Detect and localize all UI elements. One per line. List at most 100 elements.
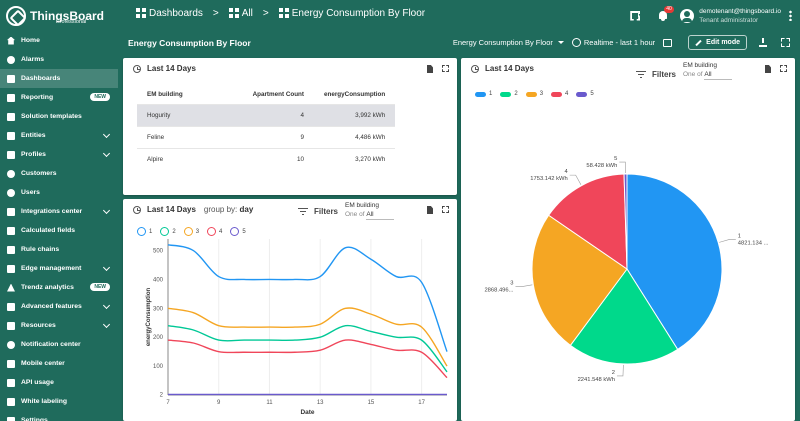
chevron-down-icon[interactable] [102,206,111,215]
y-tick-label: 2 [160,392,164,398]
state-select[interactable]: Energy Consumption By Floor [453,38,564,47]
pie-label-line [616,364,624,377]
clock-icon [471,64,479,73]
timewindow-select[interactable]: Realtime - last 1 hour [571,38,655,47]
sidebar-item-calculated-fields[interactable]: Calculated fields [0,221,118,240]
legend-item[interactable]: 4 [551,91,568,97]
image-export-icon[interactable] [663,38,673,47]
legend-label: 2 [172,228,176,235]
building-filter[interactable]: EM building One of All [683,61,733,80]
group-by[interactable]: group by: day [203,205,254,214]
pie-label-line [515,284,533,287]
new-badge: NEW [90,93,110,101]
pie-slice-value: 58.428 kWh [586,163,617,169]
legend-item[interactable]: 1 [475,91,492,97]
download-icon[interactable] [759,38,767,47]
sidebar-item-label: Edge management [21,265,82,272]
pie-slice-value: 2868.496... [484,288,513,294]
chart-legend: 1 2 3 4 5 [475,91,594,97]
series-line-3[interactable] [167,307,448,367]
x-tick-label: 9 [217,400,221,406]
sidebar-item-edge-management[interactable]: Edge management [0,259,118,278]
sidebar-item-reporting[interactable]: Reporting NEW [0,88,118,107]
sidebar-item-dashboards[interactable]: Dashboards [0,69,118,88]
series-line-2[interactable] [167,324,448,373]
data-table: EM building Apartment Count energyConsum… [137,86,396,170]
breadcrumb-all[interactable]: All [228,8,253,19]
sidebar-item-mobile-center[interactable]: Mobile center [0,354,118,373]
legend-swatch [576,91,588,97]
expand-icon[interactable] [442,65,449,72]
sidebar-item-profiles[interactable]: Profiles [0,145,118,164]
legend-swatch [525,91,537,97]
chart-legend: 1 2 3 4 5 [137,227,246,236]
export-file-icon[interactable] [427,65,433,73]
legend-swatch [137,227,146,236]
sidebar-item-white-labeling[interactable]: White labeling [0,392,118,411]
table-row[interactable]: Hogurity 4 3,992 kWh [137,103,396,126]
sidebar-item-solution-templates[interactable]: Solution templates [0,107,118,126]
pencil-icon [695,39,702,46]
legend-item[interactable]: 3 [525,91,543,97]
legend-item[interactable]: 4 [207,227,222,236]
sidebar-item-trendz-analytics[interactable]: Trendz analytics NEW [0,278,118,297]
logo[interactable]: ThingsBoard [6,4,104,28]
sidebar-item-users[interactable]: Users [0,183,118,202]
user-info[interactable]: demotenant@thingsboard.io Tenant adminis… [699,7,781,25]
line-chart-widget: Last 14 Days group by: day Filters EM bu… [123,199,457,421]
pie-slice-5[interactable] [623,173,628,270]
sidebar-item-integrations-center[interactable]: Integrations center [0,202,118,221]
chevron-down-icon[interactable] [102,320,111,329]
dashboard-toolbar: Energy Consumption By Floor Energy Consu… [118,31,800,54]
sidebar-item-customers[interactable]: Customers [0,164,118,183]
pie-slice-1[interactable] [626,173,723,351]
fullscreen-exit-icon[interactable] [781,38,790,47]
pie-slice-3[interactable] [531,214,628,347]
table-row[interactable]: Feline 9 4,486 kWh [137,125,396,148]
chevron-down-icon[interactable] [102,263,111,272]
sidebar-item-settings[interactable]: Settings [0,411,118,421]
legend-item[interactable]: 1 [137,227,152,236]
sidebar-item-api-usage[interactable]: API usage [0,373,118,392]
breadcrumb-dashboards[interactable]: Dashboards [136,8,203,19]
series-line-4[interactable] [167,339,448,379]
column-header[interactable]: energyConsumption [324,91,386,99]
sidebar-item-resources[interactable]: Resources [0,316,118,335]
column-header[interactable]: EM building [147,91,183,99]
sidebar-item-entities[interactable]: Entities [0,126,118,145]
avatar[interactable] [680,8,695,23]
fullscreen-icon[interactable] [630,10,641,21]
legend-item[interactable]: 2 [160,227,176,236]
breadcrumb-separator: > [262,8,269,19]
export-file-icon[interactable] [765,65,771,73]
series-line-1[interactable] [167,244,448,352]
chevron-down-icon[interactable] [102,149,111,158]
widget-header: Last 14 Days [471,64,534,73]
sidebar-item-home[interactable]: Home [0,31,118,50]
more-vert-icon[interactable] [789,10,792,21]
filters-button[interactable]: Filters [636,70,676,79]
sidebar-item-notification-center[interactable]: Notification center [0,335,118,354]
export-file-icon[interactable] [427,206,433,214]
filters-button[interactable]: Filters [298,207,338,216]
legend-item[interactable]: 3 [183,227,199,236]
column-header[interactable]: Apartment Count [252,91,304,99]
table-row[interactable]: Alpire 10 3,270 kWh [137,147,396,170]
sidebar-item-alarms[interactable]: Alarms [0,50,118,69]
sidebar-item-advanced-features[interactable]: Advanced features [0,297,118,316]
legend-item[interactable]: 5 [230,227,246,236]
pie-slice-2[interactable] [569,268,679,365]
building-filter[interactable]: EM building One of All [345,201,395,220]
legend-item[interactable]: 5 [576,91,594,97]
notifications-bell-icon[interactable]: 40 [658,6,674,21]
y-tick-label: 200 [153,335,164,341]
y-tick-label: 300 [153,306,164,312]
sidebar-item-rule-chains[interactable]: Rule chains [0,240,118,259]
pie-slice-4[interactable] [547,173,628,270]
pie-slice-name: 5 [614,156,617,162]
chevron-down-icon[interactable] [102,130,111,139]
edit-mode-button[interactable]: Edit mode [688,35,747,50]
chevron-down-icon[interactable] [102,301,111,310]
whitelabel-icon [7,397,15,406]
legend-item[interactable]: 2 [500,91,518,97]
